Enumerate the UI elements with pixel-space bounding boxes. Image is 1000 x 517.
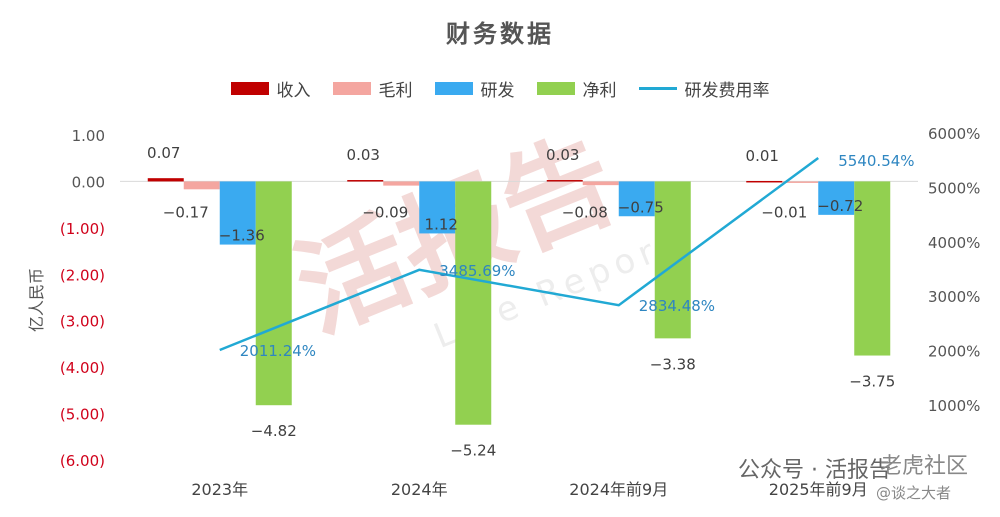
bar-毛利 xyxy=(582,181,619,186)
y-tick-label: (5.00) xyxy=(60,406,105,424)
bar-研发 xyxy=(818,181,855,215)
x-tick-label: 2023年 xyxy=(191,480,248,499)
data-label-毛利: −0.17 xyxy=(163,203,209,221)
legend-item-revenue: 收入 xyxy=(230,76,311,101)
y-tick-label: (2.00) xyxy=(60,266,105,284)
bar-净利 xyxy=(654,181,691,339)
data-label-净利: −5.24 xyxy=(450,442,496,460)
y-tick-label: (3.00) xyxy=(60,313,105,331)
bar-净利 xyxy=(854,181,891,356)
data-label-净利: −3.38 xyxy=(650,355,696,373)
y2-tick-label: 6000% xyxy=(928,125,980,143)
data-label-收入: 0.07 xyxy=(147,144,180,162)
data-label-净利: −4.82 xyxy=(251,422,297,440)
bar-毛利 xyxy=(782,181,819,183)
legend-label-gross-profit: 毛利 xyxy=(378,81,413,101)
chart-title: 财务数据 xyxy=(446,20,554,48)
bar-毛利 xyxy=(383,181,420,186)
x-tick-label: 2024年 xyxy=(391,480,448,499)
line-data-label: 3485.69% xyxy=(439,262,515,280)
line-data-label: 2834.48% xyxy=(639,297,715,315)
data-label-毛利: −0.09 xyxy=(362,203,408,221)
bar-收入 xyxy=(147,178,184,182)
y2-tick-label: 1000% xyxy=(928,397,980,415)
data-label-研发: −0.72 xyxy=(817,197,863,215)
bar-研发 xyxy=(419,181,456,234)
legend-item-rnd-ratio: 研发费用率 xyxy=(638,76,770,101)
y-tick-label: (1.00) xyxy=(60,220,105,238)
y-tick-label: (6.00) xyxy=(60,452,105,470)
bar-收入 xyxy=(546,180,583,182)
legend-item-gross-profit: 毛利 xyxy=(332,76,413,101)
y2-tick-label: 5000% xyxy=(928,179,980,197)
bar-收入 xyxy=(746,180,783,183)
y2-tick-label: 3000% xyxy=(928,288,980,306)
y-tick-label: (4.00) xyxy=(60,359,105,377)
legend-swatch-rnd-ratio xyxy=(638,87,677,90)
x-tick-label: 2024年前9月 xyxy=(569,480,668,499)
bar-收入 xyxy=(347,180,384,182)
watermark-wechat: 公众号 · 活报告 xyxy=(738,458,891,483)
bar-研发 xyxy=(219,181,256,245)
line-series-研发费用率 xyxy=(219,156,819,352)
legend-label-net-profit: 净利 xyxy=(582,81,617,101)
y2-tick-label: 2000% xyxy=(928,343,980,361)
data-label-收入: 0.01 xyxy=(746,147,779,165)
watermark-handle: @谈之大者 xyxy=(876,484,952,502)
data-label-研发: −1.36 xyxy=(219,227,265,245)
data-label-收入: 0.03 xyxy=(546,146,579,164)
watermark-site: 老虎社区 xyxy=(880,454,969,479)
legend-item-net-profit: 净利 xyxy=(536,76,617,101)
legend-swatch-revenue xyxy=(230,82,269,95)
data-label-研发: −0.75 xyxy=(618,198,664,216)
legend-item-rnd: 研发 xyxy=(434,76,515,101)
line-data-label: 2011.24% xyxy=(240,342,316,360)
data-label-毛利: −0.08 xyxy=(562,203,608,221)
bar-净利 xyxy=(455,181,492,425)
chart-legend: 收入 毛利 研发 净利 研发费用率 xyxy=(0,76,1000,101)
y-tick-label: 1.00 xyxy=(72,127,105,145)
data-label-净利: −3.75 xyxy=(849,373,895,391)
bar-毛利 xyxy=(183,181,220,190)
bar-净利 xyxy=(255,181,292,406)
legend-swatch-net-profit xyxy=(536,82,575,95)
line-data-label: 5540.54% xyxy=(838,152,914,170)
legend-swatch-gross-profit xyxy=(332,82,371,95)
legend-label-revenue: 收入 xyxy=(276,81,311,101)
data-label-研发: 1.12 xyxy=(425,215,458,233)
bar-研发 xyxy=(618,181,655,217)
legend-label-rnd-ratio: 研发费用率 xyxy=(684,81,770,101)
y2-tick-label: 4000% xyxy=(928,234,980,252)
legend-label-rnd: 研发 xyxy=(480,81,515,101)
y-axis-label: 亿人民币 xyxy=(27,268,46,332)
data-label-收入: 0.03 xyxy=(347,146,380,164)
y-tick-label: 0.00 xyxy=(72,173,105,191)
data-label-毛利: −0.01 xyxy=(761,203,807,221)
x-tick-label: 2025年前9月 xyxy=(769,480,868,499)
legend-swatch-rnd xyxy=(434,82,473,95)
